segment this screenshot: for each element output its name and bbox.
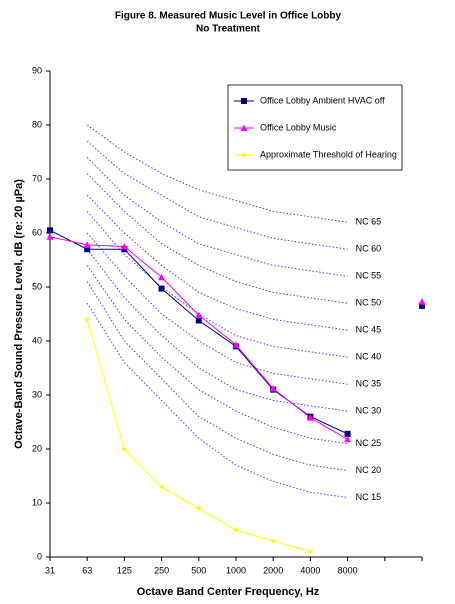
marker [418,298,426,305]
y-tick-label: 60 [32,227,42,237]
nc-label: NC 65 [356,217,382,227]
marker [84,316,90,322]
y-axis-title: Octave-Band Sound Pressure Level, dB (re… [13,179,25,449]
y-tick-label: 70 [32,173,42,183]
nc-curve [86,302,348,499]
series-line [49,229,348,435]
marker [241,98,247,104]
marker [241,152,247,158]
nc-curve [86,194,348,331]
chart-subtitle: No Treatment [196,24,261,35]
nc-label: NC 50 [356,298,382,308]
marker [120,243,128,250]
marker [195,317,202,324]
marker [159,484,165,490]
series-line [86,319,311,553]
marker [270,538,276,544]
series-line [49,236,348,440]
nc-curve [86,248,348,412]
nc-curve [86,211,348,358]
y-tick-label: 30 [32,389,42,399]
y-tick-label: 40 [32,335,42,345]
marker [84,246,91,253]
nc-curve [86,140,348,250]
legend-label: Office Lobby Music [260,122,337,132]
x-axis-title: Octave Band Center Frequency, Hz [137,586,320,598]
x-tick-label: 4000 [300,565,320,575]
marker [233,527,239,533]
legend-label: Office Lobby Ambient HVAC off [260,95,385,105]
y-tick-label: 10 [32,497,42,507]
x-tick-label: 31 [45,565,55,575]
nc-label: NC 60 [356,244,382,254]
nc-curve [86,265,348,445]
marker [47,227,53,234]
marker [307,549,313,555]
nc-label: NC 55 [356,271,382,281]
chart-title: Figure 8. Measured Music Level in Office… [115,11,342,22]
x-tick-label: 8000 [338,565,358,575]
marker [46,233,54,240]
marker [419,302,425,309]
x-tick-label: 2000 [263,565,283,575]
nc-label: NC 35 [356,379,382,389]
marker [83,241,91,248]
nc-curve [86,281,348,472]
marker [121,446,127,452]
nc-curve [86,173,348,304]
marker [344,435,352,443]
nc-curve [86,124,348,223]
y-tick-label: 50 [32,281,42,291]
y-tick-label: 20 [32,443,42,453]
nc-curve [86,157,348,277]
nc-label: NC 25 [356,438,382,448]
nc-label: NC 30 [356,406,382,416]
x-tick-label: 500 [191,565,206,575]
nc-label: NC 45 [356,325,382,335]
nc-label: NC 40 [356,352,382,362]
y-tick-label: 0 [37,551,42,561]
y-tick-label: 80 [32,119,42,129]
legend-box [227,84,403,171]
x-tick-label: 63 [82,565,92,575]
marker [232,341,240,348]
x-tick-label: 1000 [226,565,246,575]
nc-label: NC 20 [356,465,382,475]
marker [240,124,248,131]
marker [196,505,202,511]
nc-label: NC 15 [356,492,382,502]
marker [158,285,165,292]
marker [344,430,351,437]
marker [306,414,314,421]
legend-label: Approximate Threshold of Hearing [260,149,397,159]
y-tick-label: 90 [32,65,42,75]
marker [269,385,277,392]
x-tick-label: 250 [154,565,169,575]
marker [195,311,203,319]
x-tick-label: 125 [117,565,132,575]
marker [158,273,166,281]
nc-curve [86,232,348,385]
